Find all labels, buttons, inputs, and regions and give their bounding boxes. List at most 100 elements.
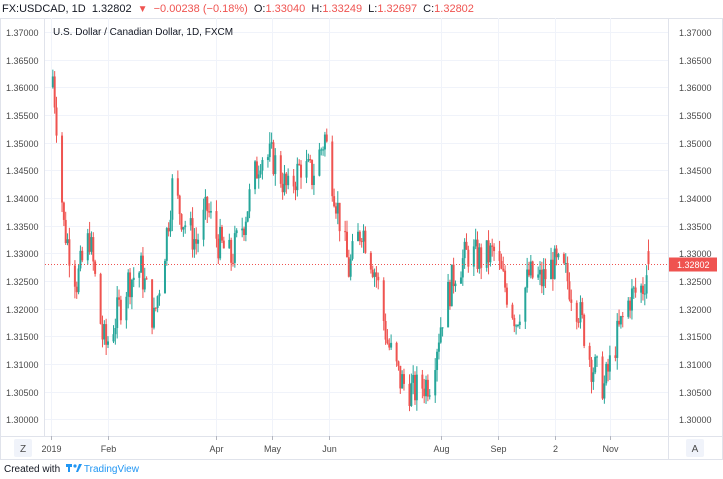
candle-body <box>345 231 348 258</box>
high-label: H: <box>311 3 323 15</box>
candle-body <box>145 278 148 280</box>
candle-body <box>640 285 643 293</box>
candle-body <box>311 159 314 186</box>
candle-body <box>294 186 297 191</box>
right-tick-label: 1.32500 <box>679 277 712 287</box>
last-price: 1.32802 <box>91 3 132 15</box>
candle-body <box>388 343 391 348</box>
candle-body <box>132 277 135 280</box>
right-price-axis[interactable]: 1.37000 1.36500 1.36000 1.35500 1.35000 1.345… <box>679 28 712 425</box>
candle-body <box>322 149 325 151</box>
right-tick-label: 1.34000 <box>679 194 712 204</box>
candle-body <box>176 178 179 196</box>
candle-body <box>448 281 451 307</box>
candle-body <box>241 228 244 231</box>
candle-body <box>62 202 65 220</box>
candle-body <box>390 342 393 348</box>
candle-body <box>73 265 76 287</box>
candle-body <box>360 241 363 243</box>
candle-body <box>320 149 323 151</box>
candle-body <box>605 363 608 384</box>
candle-body <box>248 189 251 212</box>
candle-body <box>480 247 483 268</box>
left-tick-label: 1.36500 <box>6 56 39 66</box>
a-button[interactable] <box>686 439 704 457</box>
tradingview-logo-icon[interactable] <box>65 463 82 473</box>
last-price-line: 1.32802 <box>45 257 717 272</box>
candle-body <box>158 293 161 297</box>
candle-body <box>526 269 529 288</box>
candle-body <box>454 283 457 287</box>
left-price-axis[interactable]: 1.37000 1.36500 1.36000 1.35500 1.35000 1.345… <box>6 28 39 425</box>
candle-body <box>423 388 426 397</box>
candle-body <box>99 273 102 324</box>
time-axis[interactable]: 2019 Feb Apr May Jun Aug Sep 2 Nov <box>41 436 619 454</box>
candle-body <box>566 263 569 282</box>
candle-body <box>516 325 519 327</box>
candle-body <box>426 379 429 397</box>
candle-body <box>594 356 597 373</box>
candle-body <box>307 159 310 162</box>
chart-area[interactable]: 1.37000 1.36500 1.36000 1.35500 1.35000 1.345… <box>0 18 723 460</box>
candle-body <box>141 255 144 290</box>
a-button-label: A <box>692 444 699 455</box>
candle-body <box>627 300 630 317</box>
candle-body <box>217 238 220 259</box>
candle-body <box>485 240 488 268</box>
candle-body <box>447 281 450 328</box>
candle-body <box>434 370 437 396</box>
left-tick-label: 1.33500 <box>6 222 39 232</box>
candle-body <box>531 261 534 278</box>
z-button-label: Z <box>20 444 26 455</box>
candle-body <box>412 374 415 383</box>
candle-body <box>608 355 611 372</box>
right-tick-label: 1.32000 <box>679 305 712 315</box>
candle-body <box>119 299 122 321</box>
candle-body <box>94 261 97 274</box>
candle-body <box>230 239 233 263</box>
candle-body <box>377 276 380 281</box>
close-value: 1.32802 <box>434 3 474 15</box>
candle-body <box>369 252 372 270</box>
last-price-tag <box>669 257 717 272</box>
candle-body <box>621 316 624 318</box>
right-tick-label: 1.31000 <box>679 360 712 370</box>
candle-body <box>634 287 637 293</box>
price-chart[interactable]: 1.37000 1.36500 1.36000 1.35500 1.35000 1.345… <box>0 18 723 460</box>
chart-title: U.S. Dollar / Canadian Dollar, 1D, FXCM <box>53 27 233 38</box>
candle-body <box>255 161 258 179</box>
candle-body <box>261 160 264 171</box>
candle-body <box>195 239 198 244</box>
candle-body <box>244 221 247 236</box>
candle-body <box>347 257 350 277</box>
candle-body <box>151 279 154 328</box>
candle-body <box>219 226 222 259</box>
z-button[interactable] <box>14 439 32 457</box>
right-tick-label: 1.37000 <box>679 28 712 38</box>
candle-body <box>215 211 218 239</box>
low-label: L: <box>368 3 378 15</box>
candle-body <box>208 211 211 213</box>
candle-body <box>287 175 290 186</box>
candle-body <box>338 202 341 232</box>
candle-body <box>428 395 431 397</box>
grid-lines <box>45 18 668 436</box>
candle-body <box>296 163 299 191</box>
left-tick-label: 1.30500 <box>6 388 39 398</box>
tradingview-link[interactable]: TradingView <box>83 464 139 475</box>
candle-body <box>592 372 595 382</box>
candle-body <box>197 239 200 244</box>
candle-body <box>344 231 347 233</box>
candle-body <box>647 251 650 265</box>
candle-body <box>399 365 402 389</box>
close-label: C: <box>423 3 435 15</box>
candle-body <box>165 228 168 261</box>
candle-body <box>154 307 157 309</box>
candle-body <box>461 258 464 278</box>
candle-body <box>171 178 174 220</box>
candle-body <box>629 300 632 311</box>
candle-body <box>55 107 58 136</box>
created-with-label: Created with <box>4 464 61 475</box>
candle-body <box>106 341 109 345</box>
candle-body <box>333 196 336 207</box>
